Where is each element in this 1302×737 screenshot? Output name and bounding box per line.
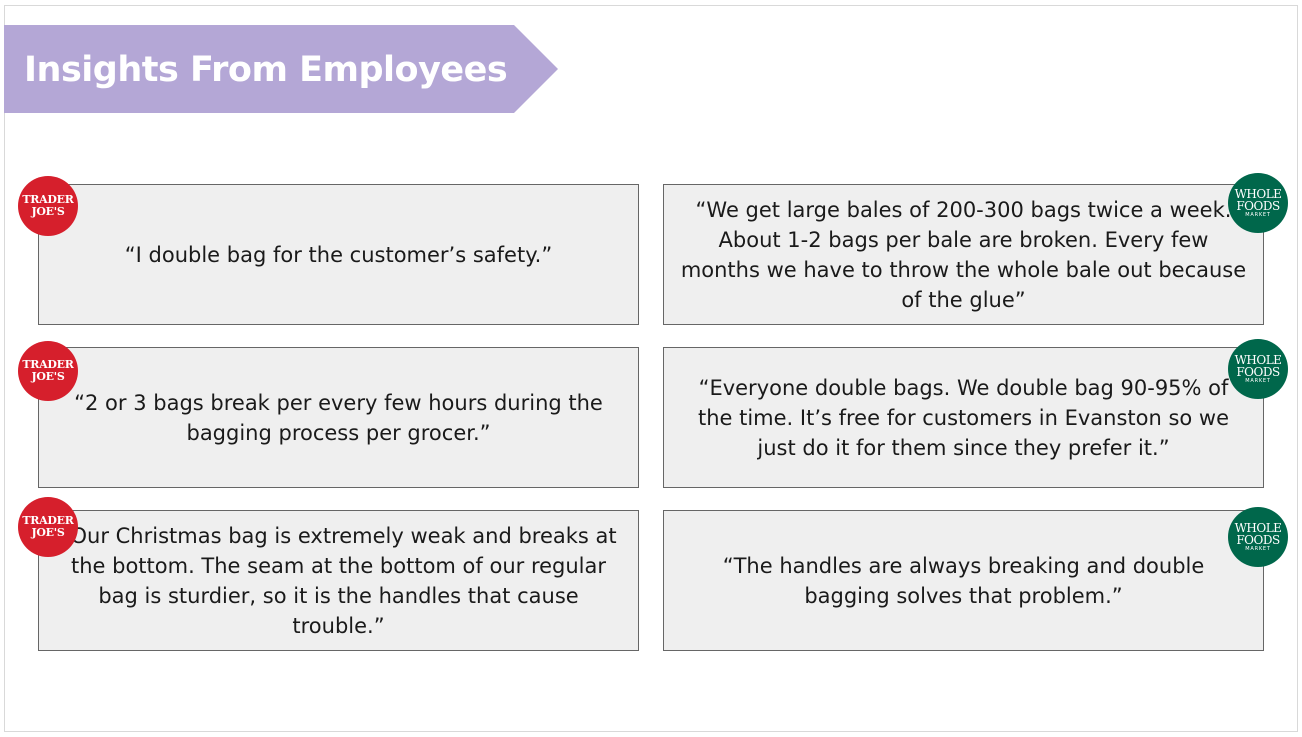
quote-card-left-1: “I double bag for the customer’s safety.… [38, 184, 639, 325]
logo-text: FOODS [1236, 532, 1280, 547]
quote-text: “Everyone double bags. We double bag 90-… [697, 375, 1230, 460]
quote-card-right-2: “Everyone double bags. We double bag 90-… [663, 347, 1264, 488]
quote-text: “I double bag for the customer’s safety.… [124, 242, 553, 267]
trader-joes-logo: TRADER JOE'S [18, 341, 78, 401]
logo-text: WHOLE [1234, 186, 1282, 201]
whole-foods-logo: WHOLE FOODS MARKET [1228, 507, 1288, 567]
logo-text: TRADER [22, 514, 74, 527]
logo-text: MARKET [1245, 545, 1271, 552]
logo-text: JOE'S [31, 370, 65, 383]
logo-text: FOODS [1236, 198, 1280, 213]
quote-text: “2 or 3 bags break per every few hours d… [74, 390, 603, 445]
logo-text: TRADER [22, 193, 74, 206]
title-banner [4, 25, 558, 113]
quote-card-left-2: “2 or 3 bags break per every few hours d… [38, 347, 639, 488]
whole-foods-logo: WHOLE FOODS MARKET [1228, 173, 1288, 233]
trader-joes-logo: TRADER JOE'S [18, 176, 78, 236]
quote-card-right-1: “We get large bales of 200-300 bags twic… [663, 184, 1264, 325]
quote-text: “We get large bales of 200-300 bags twic… [680, 197, 1247, 312]
logo-text: MARKET [1245, 211, 1271, 218]
logo-text: WHOLE [1234, 352, 1282, 367]
logo-text: FOODS [1236, 364, 1280, 379]
quote-card-left-3: “Our Christmas bag is extremely weak and… [38, 510, 639, 651]
whole-foods-logo: WHOLE FOODS MARKET [1228, 339, 1288, 399]
trader-joes-logo: TRADER JOE'S [18, 497, 78, 557]
logo-text: JOE'S [31, 205, 65, 218]
quote-card-right-3: “The handles are always breaking and dou… [663, 510, 1264, 651]
page-title: Insights From Employees [24, 50, 508, 90]
logo-text: WHOLE [1234, 520, 1282, 535]
logo-text: MARKET [1245, 377, 1271, 384]
quote-text: “Our Christmas bag is extremely weak and… [60, 523, 617, 638]
logo-text: TRADER [22, 358, 74, 371]
logo-text: JOE'S [31, 526, 65, 539]
quote-text: “The handles are always breaking and dou… [722, 553, 1205, 608]
